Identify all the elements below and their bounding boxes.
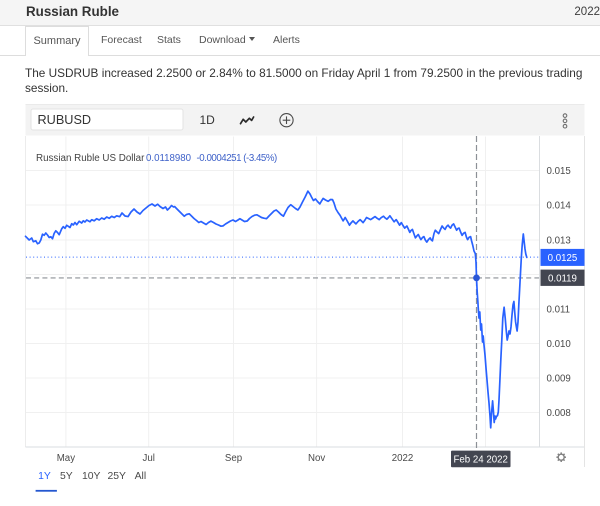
svg-text:10Y: 10Y <box>82 471 101 482</box>
svg-text:0.015: 0.015 <box>547 166 571 177</box>
svg-text:All: All <box>135 471 147 482</box>
svg-text:0.0119: 0.0119 <box>548 274 577 285</box>
svg-text:0.0118980: 0.0118980 <box>146 153 192 164</box>
svg-text:Russian Ruble US Dollar: Russian Ruble US Dollar <box>36 153 145 164</box>
svg-text:0.014: 0.014 <box>547 200 572 211</box>
svg-text:2022: 2022 <box>392 453 414 464</box>
svg-text:0.009: 0.009 <box>547 373 571 384</box>
svg-text:RUBUSD: RUBUSD <box>38 113 92 127</box>
svg-text:May: May <box>57 453 75 464</box>
svg-text:Feb 24 2022: Feb 24 2022 <box>453 454 507 465</box>
svg-text:1Y: 1Y <box>38 471 51 482</box>
svg-text:1D: 1D <box>200 113 216 127</box>
svg-text:25Y: 25Y <box>107 471 126 482</box>
svg-text:5Y: 5Y <box>60 471 73 482</box>
svg-text:0.011: 0.011 <box>547 304 571 315</box>
svg-text:0.0125: 0.0125 <box>548 253 578 264</box>
svg-text:0.008: 0.008 <box>547 408 571 419</box>
svg-text:Sep: Sep <box>225 453 242 464</box>
svg-text:0.010: 0.010 <box>547 339 572 350</box>
svg-text:0.013: 0.013 <box>547 235 571 246</box>
svg-text:Jul: Jul <box>143 453 155 464</box>
svg-text:Nov: Nov <box>308 453 325 464</box>
svg-text:-0.0004251 (-3.45%): -0.0004251 (-3.45%) <box>197 153 278 164</box>
